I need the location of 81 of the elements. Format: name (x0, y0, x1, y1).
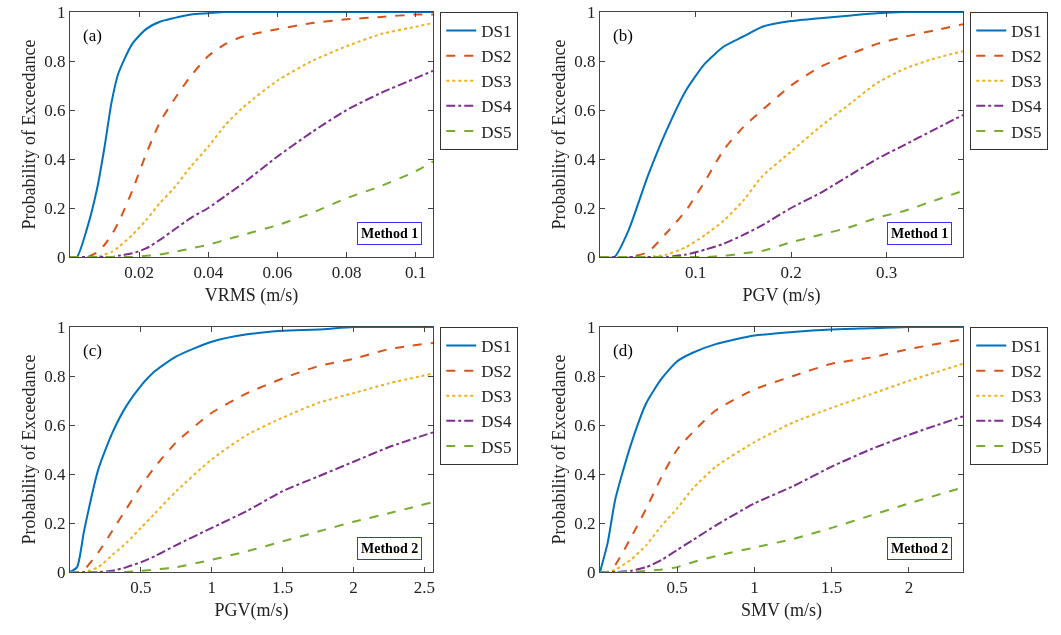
y-tick-label: 0.2 (44, 513, 66, 533)
x-tick-label: 0.1 (684, 263, 707, 283)
x-axis-title: SMV (m/s) (740, 599, 823, 621)
y-tick-label: 0.8 (574, 366, 596, 386)
legend-label: DS3 (1011, 387, 1042, 407)
y-tick-label: 0.2 (574, 198, 596, 218)
annotation: (b) (613, 26, 633, 45)
y-tick-label: 0.2 (44, 198, 66, 218)
legend-label: DS4 (1011, 412, 1042, 432)
annotation: Method 2 (361, 541, 419, 556)
y-tick-label: 0.8 (44, 366, 66, 386)
y-tick-label: 0 (57, 247, 66, 267)
legend-label: DS5 (1011, 437, 1042, 457)
y-tick-label: 1 (587, 2, 596, 22)
x-tick-label: 0.08 (331, 263, 362, 283)
y-axis-title: Probability of Exceedance (18, 354, 39, 545)
y-tick-label: 1 (587, 317, 596, 337)
line-series (70, 501, 433, 572)
y-tick-label: 0 (57, 562, 66, 582)
legend-label: DS3 (481, 387, 512, 407)
x-axis-title: VRMS (m/s) (204, 284, 299, 306)
y-tick-label: 0.4 (44, 464, 67, 484)
x-tick-label: 1.5 (272, 578, 294, 598)
legend-label: DS3 (1011, 72, 1042, 92)
annotation: (d) (613, 341, 633, 360)
y-axis-title: Probability of Exceedance (548, 39, 569, 230)
y-axis-title: Probability of Exceedance (18, 39, 39, 230)
line-series (627, 50, 963, 257)
annotation: (c) (83, 341, 102, 360)
y-tick-label: 0.6 (574, 415, 596, 435)
y-tick-label: 0.4 (574, 149, 597, 169)
legend-label: DS1 (481, 337, 512, 357)
y-tick-label: 0 (587, 562, 596, 582)
legend-label: DS4 (481, 412, 512, 432)
y-tick-label: 0.4 (574, 464, 597, 484)
x-tick-label: 0.02 (124, 263, 155, 283)
annotation: Method 2 (891, 541, 949, 556)
y-tick-label: 0.8 (44, 51, 66, 71)
y-tick-label: 0.6 (44, 415, 66, 435)
x-tick-label: 0.3 (875, 263, 898, 283)
x-tick-label: 2.5 (413, 578, 436, 598)
legend-label: DS3 (481, 72, 512, 92)
y-tick-label: 1 (57, 2, 66, 22)
x-tick-label: 0.5 (130, 578, 152, 598)
legend-label: DS5 (481, 122, 512, 142)
legend-label: DS2 (1011, 47, 1042, 67)
legend-label: DS5 (1011, 122, 1042, 142)
x-tick-label: 2 (904, 578, 914, 598)
annotation: Method 1 (361, 226, 419, 241)
legend-label: DS2 (481, 362, 512, 382)
annotation: (a) (83, 26, 102, 45)
x-axis-title: PGV (m/s) (742, 284, 821, 306)
annotation: Method 1 (891, 226, 949, 241)
line-series (70, 160, 433, 257)
legend-label: DS2 (481, 47, 512, 67)
legend-label: DS2 (1011, 362, 1042, 382)
x-tick-label: 0.5 (666, 578, 688, 598)
legend-label: DS1 (481, 22, 512, 42)
x-tick-label: 0.2 (780, 263, 802, 283)
legend-label: DS4 (481, 97, 512, 117)
y-axis-title: Probability of Exceedance (548, 354, 569, 545)
x-tick-label: 0.1 (405, 263, 427, 283)
y-tick-label: 0 (587, 247, 596, 267)
y-tick-label: 0.6 (574, 100, 596, 120)
x-tick-label: 1.5 (821, 578, 843, 598)
x-tick-label: 1 (750, 578, 759, 598)
y-tick-label: 0.8 (574, 51, 596, 71)
x-tick-label: 2 (349, 578, 358, 598)
y-tick-label: 0.2 (574, 513, 596, 533)
x-axis-title: PGV(m/s) (214, 599, 289, 621)
line-series (600, 189, 963, 257)
x-tick-label: 0.04 (193, 263, 224, 283)
legend-label: DS1 (1011, 337, 1042, 357)
x-tick-label: 0.06 (262, 263, 293, 283)
legend-label: DS4 (1011, 97, 1042, 117)
y-tick-label: 0.4 (44, 149, 67, 169)
y-tick-label: 0.6 (44, 100, 66, 120)
y-tick-label: 1 (57, 317, 66, 337)
legend-label: DS1 (1011, 22, 1042, 42)
x-tick-label: 1 (207, 578, 217, 598)
legend-label: DS5 (481, 437, 512, 457)
